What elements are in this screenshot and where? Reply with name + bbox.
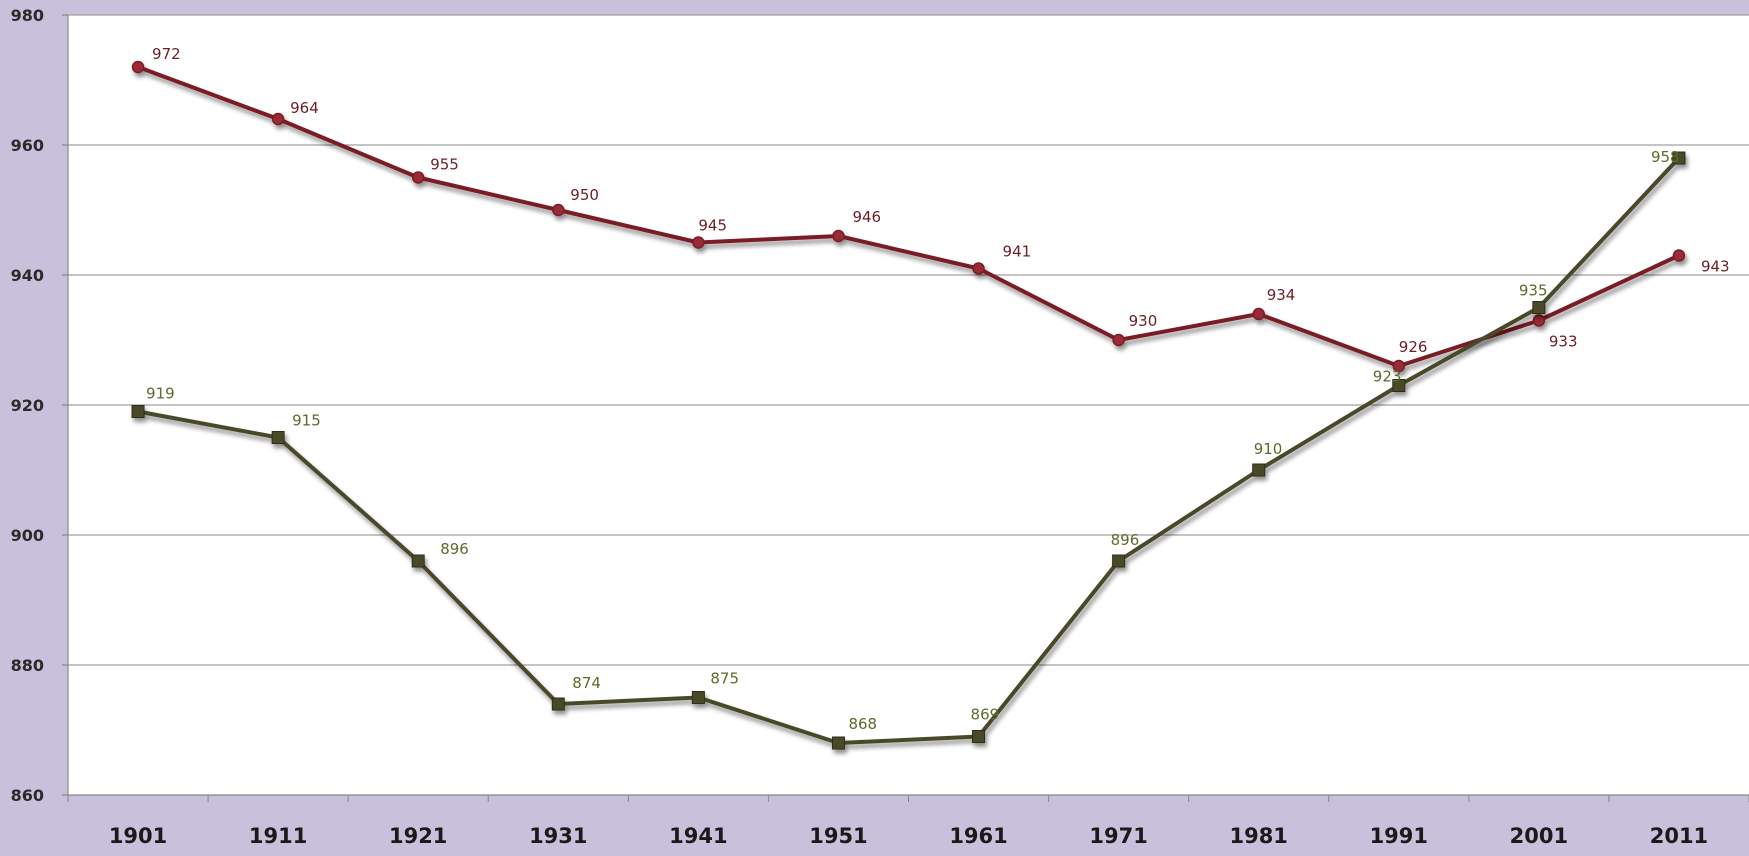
y-tick-label: 920 (11, 396, 44, 415)
x-tick-label: 1961 (949, 824, 1007, 848)
data-label: 910 (1254, 440, 1283, 458)
data-point (411, 171, 425, 184)
x-tick-label: 1901 (109, 824, 167, 848)
data-label: 926 (1399, 338, 1428, 356)
data-point (692, 236, 705, 249)
data-label: 941 (1003, 243, 1032, 261)
data-label: 923 (1373, 368, 1402, 386)
y-tick-label: 880 (11, 656, 44, 675)
data-point (972, 262, 985, 275)
data-point (1392, 359, 1406, 373)
series-1 (131, 151, 1686, 750)
y-tick-label: 980 (11, 6, 44, 25)
data-point (832, 229, 845, 243)
data-point (271, 431, 285, 444)
data-point (1112, 333, 1125, 347)
x-tick-label: 1911 (249, 824, 307, 848)
x-tick-label: 1951 (809, 824, 867, 848)
x-tick-label: 1991 (1370, 824, 1428, 848)
data-label: 935 (1519, 282, 1548, 300)
gridlines (68, 14, 1749, 666)
data-labels: 972 964 955 950 945 946 941 930 934 926 933 943 919 9… (146, 45, 1730, 733)
data-label: 930 (1129, 312, 1158, 330)
y-tick-label: 900 (11, 526, 44, 545)
y-tick-label: 960 (11, 136, 44, 155)
x-tick-label: 1981 (1229, 824, 1287, 848)
series-0 (131, 60, 1686, 373)
data-point (831, 736, 845, 750)
axes: 860 880 900 920 940 960 980 1901 1911 1921 1931 194… (11, 6, 1749, 848)
data-point (1392, 379, 1406, 392)
series-group (131, 60, 1686, 750)
data-label: 875 (710, 670, 739, 688)
data-point (1252, 463, 1266, 477)
x-tick-label: 2001 (1510, 824, 1568, 848)
data-label: 945 (698, 217, 727, 235)
data-label: 934 (1267, 286, 1296, 304)
data-point (411, 554, 425, 568)
data-label: 958 (1651, 148, 1680, 166)
data-point (552, 203, 565, 217)
data-label: 896 (440, 540, 469, 558)
series-line-0 (137, 65, 1680, 368)
data-point (691, 691, 705, 704)
data-point (972, 730, 986, 743)
data-point (1672, 249, 1686, 262)
data-label: 915 (292, 412, 321, 430)
data-point (271, 112, 285, 126)
data-point (1532, 301, 1546, 314)
data-label: 868 (848, 715, 877, 733)
data-label: 955 (430, 156, 459, 174)
data-point (1112, 554, 1126, 568)
data-label: 972 (152, 45, 181, 63)
data-label: 874 (572, 674, 601, 692)
data-label: 933 (1549, 333, 1578, 351)
x-tick-label: 1921 (389, 824, 447, 848)
data-label: 919 (146, 385, 175, 403)
y-tick-label: 940 (11, 266, 44, 285)
x-tick-label: 1941 (669, 824, 727, 848)
data-label: 943 (1701, 258, 1730, 276)
data-point (131, 405, 145, 418)
data-point (551, 697, 565, 711)
data-label: 869 (971, 706, 1000, 724)
y-tick-label: 860 (11, 786, 44, 805)
x-tick-label: 1931 (529, 824, 587, 848)
data-label: 950 (570, 186, 599, 204)
x-tick-label: 1971 (1089, 824, 1147, 848)
data-label: 896 (1111, 531, 1140, 549)
x-tick-label: 2011 (1650, 824, 1708, 848)
data-label: 964 (290, 99, 319, 117)
data-point (1672, 151, 1686, 165)
series-line-1 (137, 156, 1681, 745)
data-point (131, 60, 145, 74)
data-label: 946 (852, 208, 881, 226)
data-point (1532, 314, 1546, 327)
data-point (1252, 307, 1265, 321)
